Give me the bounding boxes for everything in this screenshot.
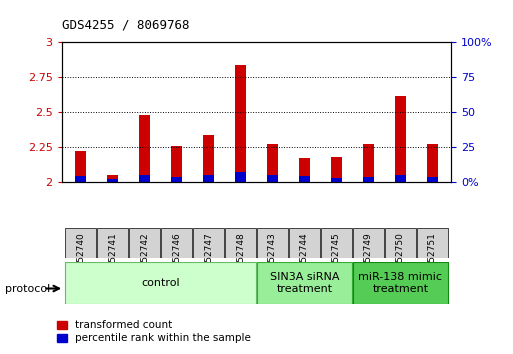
Bar xyxy=(107,179,119,182)
Bar xyxy=(427,177,438,182)
FancyBboxPatch shape xyxy=(97,228,128,258)
FancyBboxPatch shape xyxy=(129,228,160,258)
FancyBboxPatch shape xyxy=(225,228,256,258)
Text: GDS4255 / 8069768: GDS4255 / 8069768 xyxy=(62,19,189,32)
Bar xyxy=(299,176,310,182)
FancyBboxPatch shape xyxy=(417,228,448,258)
Text: control: control xyxy=(141,278,180,288)
Bar xyxy=(203,135,214,182)
Bar xyxy=(203,175,214,182)
Bar xyxy=(75,176,86,182)
FancyBboxPatch shape xyxy=(257,228,288,258)
FancyBboxPatch shape xyxy=(193,228,224,258)
Bar xyxy=(331,178,342,182)
Bar xyxy=(267,144,278,182)
Text: SIN3A siRNA
treatment: SIN3A siRNA treatment xyxy=(270,272,339,294)
FancyBboxPatch shape xyxy=(353,262,448,304)
Bar xyxy=(107,175,119,182)
Bar xyxy=(235,65,246,182)
Bar xyxy=(331,157,342,182)
Bar xyxy=(394,96,406,182)
Text: GSM952744: GSM952744 xyxy=(300,232,309,287)
Text: GSM952745: GSM952745 xyxy=(332,232,341,287)
Text: GSM952746: GSM952746 xyxy=(172,232,181,287)
Bar xyxy=(139,175,150,182)
Bar xyxy=(171,146,182,182)
Text: GSM952743: GSM952743 xyxy=(268,232,277,287)
Text: GSM952749: GSM952749 xyxy=(364,232,373,287)
FancyBboxPatch shape xyxy=(321,228,352,258)
Bar xyxy=(235,172,246,182)
Bar xyxy=(363,144,374,182)
Bar xyxy=(139,115,150,182)
FancyBboxPatch shape xyxy=(65,262,256,304)
Bar xyxy=(427,144,438,182)
Bar xyxy=(299,159,310,182)
Bar xyxy=(363,177,374,182)
Text: GSM952751: GSM952751 xyxy=(428,232,437,287)
Bar xyxy=(267,175,278,182)
Text: protocol: protocol xyxy=(5,284,50,293)
FancyBboxPatch shape xyxy=(257,262,352,304)
Text: GSM952742: GSM952742 xyxy=(140,232,149,287)
Text: GSM952740: GSM952740 xyxy=(76,232,85,287)
FancyBboxPatch shape xyxy=(289,228,320,258)
FancyBboxPatch shape xyxy=(161,228,192,258)
Bar xyxy=(75,152,86,182)
Legend: transformed count, percentile rank within the sample: transformed count, percentile rank withi… xyxy=(56,320,251,343)
Text: GSM952748: GSM952748 xyxy=(236,232,245,287)
FancyBboxPatch shape xyxy=(353,228,384,258)
Text: miR-138 mimic
treatment: miR-138 mimic treatment xyxy=(358,272,442,294)
Text: GSM952741: GSM952741 xyxy=(108,232,117,287)
Bar xyxy=(394,175,406,182)
Text: GSM952747: GSM952747 xyxy=(204,232,213,287)
FancyBboxPatch shape xyxy=(65,228,96,258)
Bar xyxy=(171,177,182,182)
FancyBboxPatch shape xyxy=(385,228,416,258)
Text: GSM952750: GSM952750 xyxy=(396,232,405,287)
